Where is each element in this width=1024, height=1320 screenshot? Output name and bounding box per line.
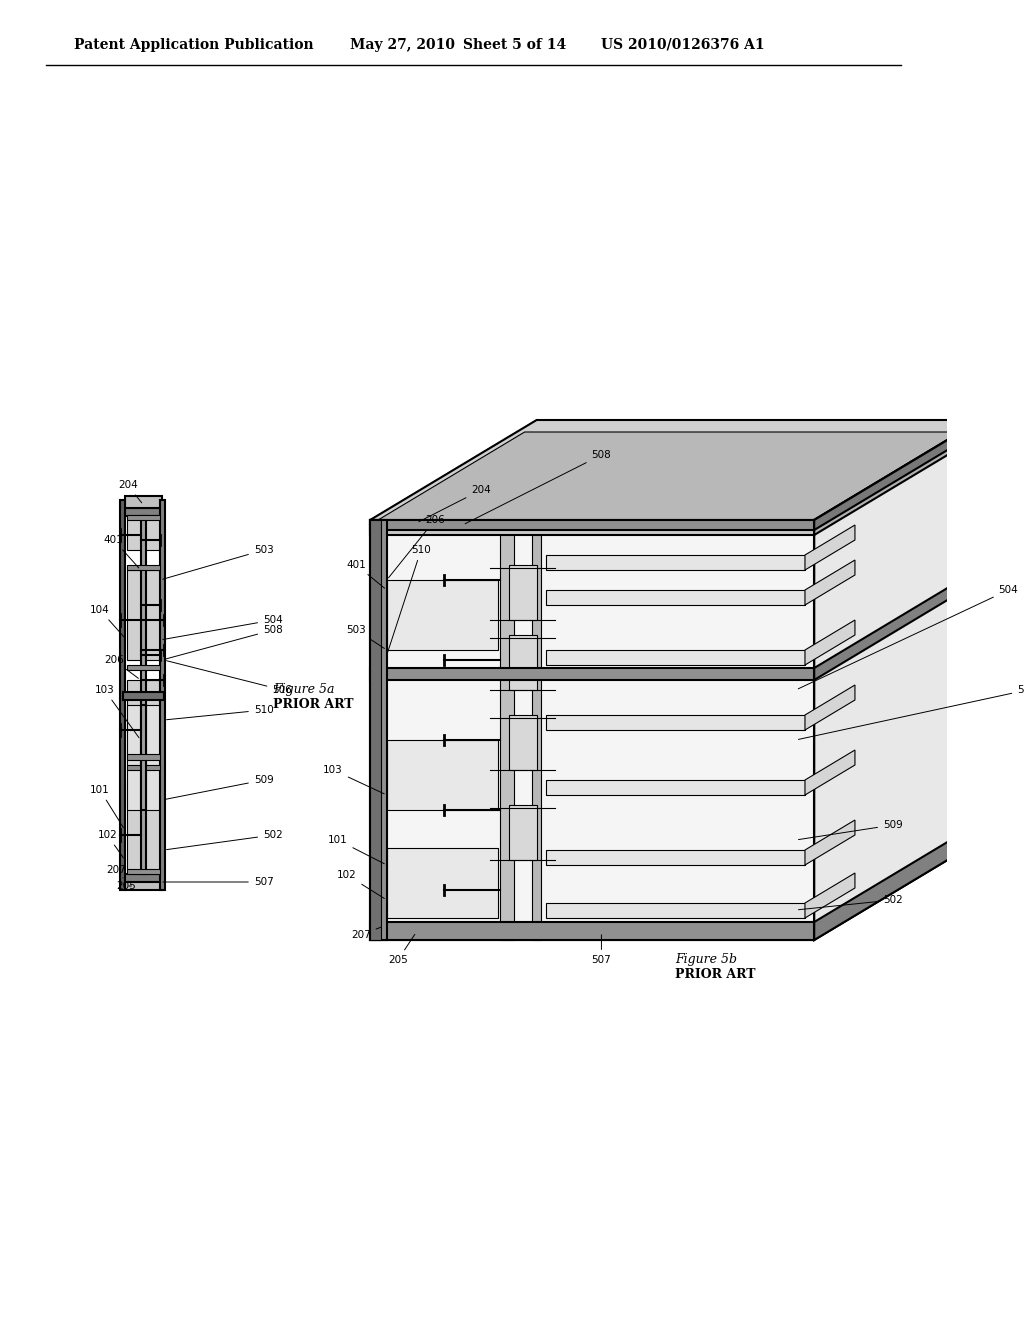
Polygon shape [370, 520, 814, 535]
Text: 207: 207 [106, 865, 126, 878]
Text: 101: 101 [328, 836, 384, 863]
Bar [370, 520, 387, 940]
Text: 504: 504 [799, 585, 1019, 689]
Text: 508: 508 [165, 624, 283, 659]
Bar [370, 921, 814, 940]
Bar [546, 903, 805, 917]
Bar [370, 520, 814, 531]
Bar [160, 500, 165, 890]
Text: Figure 5a: Figure 5a [273, 684, 335, 697]
Text: 509: 509 [165, 775, 273, 800]
Text: 102: 102 [337, 870, 384, 899]
Bar [127, 515, 160, 520]
Bar [127, 705, 160, 810]
Bar [546, 554, 805, 570]
Bar [370, 668, 814, 680]
Bar [127, 780, 160, 870]
Text: 205: 205 [388, 935, 415, 965]
Bar [127, 665, 160, 671]
Bar [509, 565, 537, 620]
Bar [546, 780, 805, 795]
Polygon shape [805, 750, 855, 795]
Bar [125, 878, 162, 890]
Text: 104: 104 [90, 605, 125, 638]
Text: 101: 101 [90, 785, 124, 828]
Text: 102: 102 [97, 830, 123, 858]
Bar [500, 520, 513, 940]
Polygon shape [805, 685, 855, 730]
Polygon shape [370, 520, 814, 940]
Bar [127, 680, 160, 760]
Polygon shape [814, 420, 981, 940]
Text: 401: 401 [103, 535, 139, 568]
Text: 510: 510 [388, 545, 431, 652]
Polygon shape [805, 620, 855, 665]
Bar [546, 715, 805, 730]
Bar [387, 579, 498, 649]
Bar [387, 847, 498, 917]
Polygon shape [814, 568, 981, 680]
Text: 503: 503 [346, 624, 384, 648]
Bar [509, 715, 537, 770]
Text: 506: 506 [167, 661, 292, 696]
Text: PRIOR ART: PRIOR ART [273, 698, 353, 711]
Text: Sheet 5 of 14: Sheet 5 of 14 [463, 38, 566, 51]
Text: 503: 503 [163, 545, 273, 579]
Bar [546, 850, 805, 865]
Bar [509, 805, 537, 861]
Bar [120, 500, 125, 890]
Bar [123, 692, 164, 700]
Text: Patent Application Publication: Patent Application Publication [74, 38, 313, 51]
Bar [127, 754, 160, 760]
Polygon shape [814, 822, 981, 940]
Polygon shape [805, 820, 855, 865]
Bar [127, 510, 160, 550]
Bar [123, 874, 164, 882]
Text: 506: 506 [799, 685, 1024, 739]
Text: 504: 504 [163, 615, 283, 639]
Polygon shape [814, 420, 981, 535]
Text: 502: 502 [167, 830, 283, 850]
Text: 510: 510 [167, 705, 273, 719]
Text: PRIOR ART: PRIOR ART [676, 969, 756, 982]
Text: 207: 207 [351, 927, 381, 940]
Text: 508: 508 [465, 450, 611, 524]
Text: 507: 507 [163, 876, 273, 887]
Text: 206: 206 [103, 655, 138, 678]
Text: 205: 205 [116, 880, 136, 891]
Polygon shape [814, 420, 981, 531]
Text: 509: 509 [799, 820, 903, 840]
Text: 507: 507 [592, 935, 611, 965]
Bar [546, 649, 805, 665]
Text: 204: 204 [118, 480, 141, 503]
Bar [532, 520, 542, 940]
Text: 103: 103 [324, 766, 384, 793]
Bar [127, 565, 160, 570]
Bar [125, 496, 162, 508]
Text: US 2010/0126376 A1: US 2010/0126376 A1 [601, 38, 765, 51]
Polygon shape [375, 432, 959, 521]
Polygon shape [805, 873, 855, 917]
Bar [123, 508, 164, 516]
Text: 502: 502 [799, 895, 903, 909]
Bar [509, 635, 537, 690]
Bar [127, 766, 160, 770]
Text: May 27, 2010: May 27, 2010 [350, 38, 455, 51]
Bar [140, 705, 146, 810]
Text: 103: 103 [94, 685, 139, 738]
Text: 401: 401 [346, 560, 385, 589]
Polygon shape [370, 420, 981, 520]
Bar [127, 869, 160, 874]
Polygon shape [805, 525, 855, 570]
Bar [387, 741, 498, 810]
Polygon shape [805, 560, 855, 605]
Text: 204: 204 [419, 484, 492, 521]
Bar [127, 570, 160, 660]
Bar [370, 520, 381, 940]
Text: Figure 5b: Figure 5b [676, 953, 737, 966]
Bar [140, 516, 146, 874]
Bar [546, 590, 805, 605]
Text: 206: 206 [388, 515, 444, 578]
